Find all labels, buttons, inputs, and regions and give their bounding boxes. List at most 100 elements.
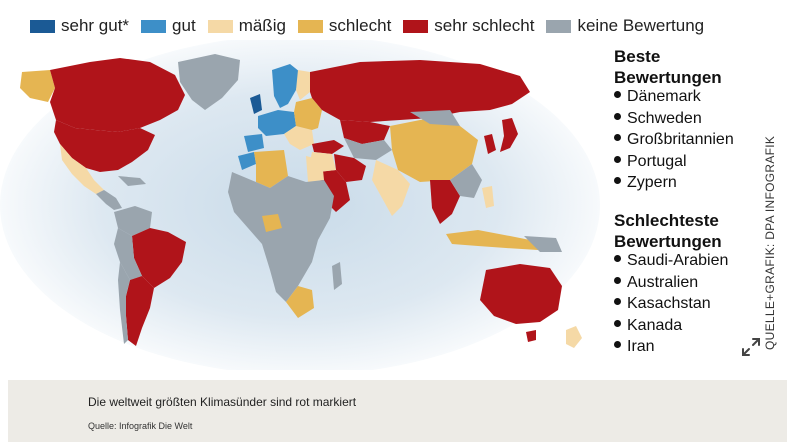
list-item: Zypern [614, 172, 734, 194]
legend-item-schlecht: schlecht [297, 16, 392, 36]
region-indochina [450, 164, 482, 198]
region-indonesia [446, 230, 540, 250]
region-new-zealand [566, 326, 582, 348]
region-brazil [132, 228, 186, 288]
region-north-africa-west [238, 152, 256, 170]
worst-list: Saudi-Arabien Australien Kasachstan Kana… [614, 250, 728, 358]
bullet-icon [614, 134, 621, 142]
region-india [372, 160, 410, 216]
list-item: Großbritannien [614, 129, 734, 151]
worst-item-label: Saudi-Arabien [627, 252, 729, 269]
bullet-icon [614, 177, 621, 185]
list-item: Portugal [614, 151, 734, 173]
region-papua [524, 236, 562, 252]
expand-icon[interactable] [740, 336, 762, 358]
region-canada [50, 58, 185, 132]
region-iran [334, 154, 366, 182]
region-chile [118, 262, 130, 344]
worst-item-label: Australien [627, 273, 699, 291]
worst-heading-line1: Schlechteste [614, 211, 719, 230]
region-russia [310, 60, 530, 122]
source-credit-vertical: QUELLE+GRAFIK: DPA INFOGRAFIK [763, 135, 777, 350]
legend-label: sehr gut* [61, 16, 130, 35]
infographic: sehr gut* gut mäßig schlecht sehr schlec… [0, 13, 777, 370]
list-item: Dänemark [614, 86, 734, 108]
best-item-label: Großbritannien [627, 131, 734, 148]
region-finland [296, 70, 310, 100]
best-heading: Beste Bewertungen [614, 46, 722, 88]
region-australia [480, 264, 562, 324]
best-item-label: Portugal [627, 152, 687, 170]
region-algeria [254, 150, 288, 188]
region-argentina [126, 276, 154, 346]
region-eastern-europe [294, 98, 322, 130]
region-greenland [178, 54, 240, 110]
best-list: Dänemark Schweden Großbritannien Portuga… [614, 86, 734, 194]
region-philippines [482, 186, 494, 208]
region-scandinavia [272, 64, 300, 108]
region-tasmania [526, 330, 536, 342]
best-item-label: Zypern [627, 174, 677, 191]
list-item: Kanada [614, 315, 728, 337]
region-south-america-north [114, 206, 152, 236]
legend-label: sehr schlecht [434, 16, 535, 35]
bullet-icon [614, 91, 621, 99]
list-item: Schweden [614, 108, 734, 130]
caption-box: Die weltweit größten Klimasünder sind ro… [8, 380, 787, 442]
region-egypt [306, 156, 324, 182]
region-kazakhstan [340, 120, 390, 144]
legend-label: schlecht [328, 16, 392, 35]
list-item: Saudi-Arabien [614, 250, 728, 272]
list-item: Kasachstan [614, 293, 728, 315]
worst-heading: Schlechteste Bewertungen [614, 210, 722, 252]
region-turkey [312, 140, 344, 154]
legend-item-keine-bewertung: keine Bewertung [546, 16, 704, 36]
region-central-asia [344, 138, 392, 160]
bullet-icon [614, 255, 621, 263]
legend-item-maessig: mäßig [207, 16, 286, 36]
legend: sehr gut* gut mäßig schlecht sehr schlec… [30, 13, 716, 39]
region-mongolia [410, 110, 460, 126]
region-madagascar [332, 262, 342, 290]
legend-swatch [297, 19, 323, 33]
legend-item-gut: gut [141, 16, 196, 36]
region-africa-center [228, 172, 334, 302]
region-caribbean [118, 176, 146, 186]
worst-item-label: Kasachstan [627, 295, 711, 312]
bullet-icon [614, 155, 621, 163]
caption-text: Die weltweit größten Klimasünder sind ro… [88, 395, 357, 409]
legend-label: gut [172, 16, 196, 35]
region-france-germany [258, 110, 296, 136]
bullet-icon [614, 319, 621, 327]
legend-swatch [30, 19, 55, 33]
legend-label: mäßig [238, 16, 286, 35]
region-korea [484, 134, 496, 154]
region-china [390, 118, 478, 182]
caption-source: Quelle: Infografik Die Welt [88, 421, 193, 431]
best-item-label: Schweden [627, 109, 702, 127]
world-map [0, 40, 600, 370]
legend-swatch [403, 19, 429, 33]
bullet-icon [614, 276, 621, 284]
best-heading-line1: Beste [614, 47, 661, 66]
worst-item-label: Iran [627, 338, 655, 355]
worst-heading-line2: Bewertungen [614, 232, 722, 251]
bullet-icon [614, 298, 621, 306]
legend-swatch [141, 19, 167, 33]
legend-item-sehr-schlecht: sehr schlecht [403, 16, 534, 36]
region-peru-bolivia [114, 228, 142, 280]
region-uk [250, 94, 262, 114]
list-item: Australien [614, 272, 728, 294]
region-mexico [60, 144, 104, 194]
best-item-label: Dänemark [627, 88, 701, 105]
region-usa [54, 120, 155, 172]
bullet-icon [614, 341, 621, 349]
region-central-america [96, 190, 122, 210]
legend-label: keine Bewertung [577, 16, 705, 35]
region-alaska [20, 70, 55, 102]
worst-item-label: Kanada [627, 316, 683, 334]
region-italy-balkans [284, 126, 314, 150]
best-heading-line2: Bewertungen [614, 68, 722, 87]
region-southeast-asia [430, 180, 460, 224]
legend-swatch [207, 19, 233, 33]
